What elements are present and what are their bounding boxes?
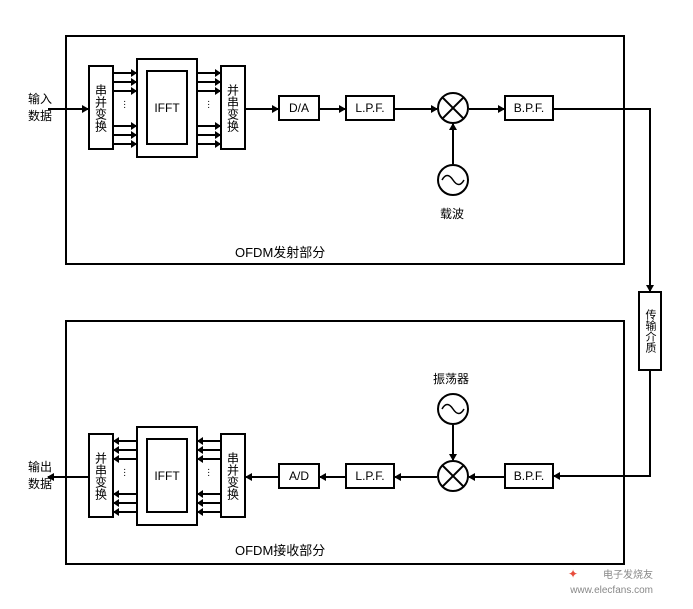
tx-sp-conv: 串并变换 — [88, 65, 114, 150]
rx-dots-1: ··· — [207, 468, 210, 477]
rx-ad: A/D — [278, 463, 320, 489]
tx-oscillator — [437, 164, 469, 196]
channel-box: 传输介质 — [638, 291, 662, 371]
tx-bpf-out-line — [554, 108, 651, 110]
rx-bpf: B.P.F. — [504, 463, 554, 489]
tx-dots-1: ··· — [123, 100, 126, 109]
tx-lpf: L.P.F. — [345, 95, 395, 121]
tx-lpf-mixer-line — [395, 108, 437, 110]
rx-sp-conv: 串并变换 — [220, 433, 246, 518]
rx-bpf-mixer-line — [469, 476, 504, 478]
rx-ifft-ps-lines2 — [114, 493, 136, 513]
rx-osc-line — [452, 425, 454, 460]
tx-ps-conv: 并串变换 — [220, 65, 246, 150]
tx-ps-da-line — [246, 108, 278, 110]
tx-ifft-ps-lines2 — [198, 125, 220, 145]
tx-carrier-line — [452, 124, 454, 164]
watermark-text: 电子发烧友 — [603, 566, 653, 581]
rx-sp-ifft-lines2 — [198, 493, 220, 513]
tx-to-channel-vline — [649, 108, 651, 291]
rx-ad-sp-line — [246, 476, 278, 478]
tx-sp-ifft-lines2 — [114, 125, 136, 145]
rx-ifft-ps-lines — [114, 440, 136, 460]
rx-ps-conv: 并串变换 — [88, 433, 114, 518]
tx-bpf: B.P.F. — [504, 95, 554, 121]
rx-lpf: L.P.F. — [345, 463, 395, 489]
output-data-label: 输出 数据 — [20, 458, 60, 492]
watermark-logo: ✦ — [568, 567, 578, 581]
tx-da: D/A — [278, 95, 320, 121]
tx-mixer-bpf-line — [469, 108, 504, 110]
rx-mixer-lpf-line — [395, 476, 437, 478]
input-line — [48, 108, 88, 110]
rx-sp-ifft-lines — [198, 440, 220, 460]
channel-rx-vline — [649, 371, 651, 476]
tx-ifft-ps-lines — [198, 72, 220, 92]
tx-carrier-label: 载波 — [440, 205, 464, 222]
rx-ifft: IFFT — [146, 438, 188, 513]
tx-sp-ifft-lines — [114, 72, 136, 92]
tx-ifft: IFFT — [146, 70, 188, 145]
rx-oscillator — [437, 393, 469, 425]
tx-dots-2: ··· — [207, 100, 210, 109]
input-data-label: 输入 数据 — [20, 90, 60, 124]
rx-frame-label: OFDM接收部分 — [235, 540, 325, 559]
rx-mixer — [437, 460, 469, 492]
tx-frame-label: OFDM发射部分 — [235, 242, 325, 261]
rx-dots-2: ··· — [123, 468, 126, 477]
rx-lpf-ad-line — [320, 476, 345, 478]
rx-osc-label: 振荡器 — [433, 370, 469, 387]
watermark-url: www.elecfans.com — [570, 585, 653, 596]
tx-mixer — [437, 92, 469, 124]
tx-da-lpf-line — [320, 108, 345, 110]
